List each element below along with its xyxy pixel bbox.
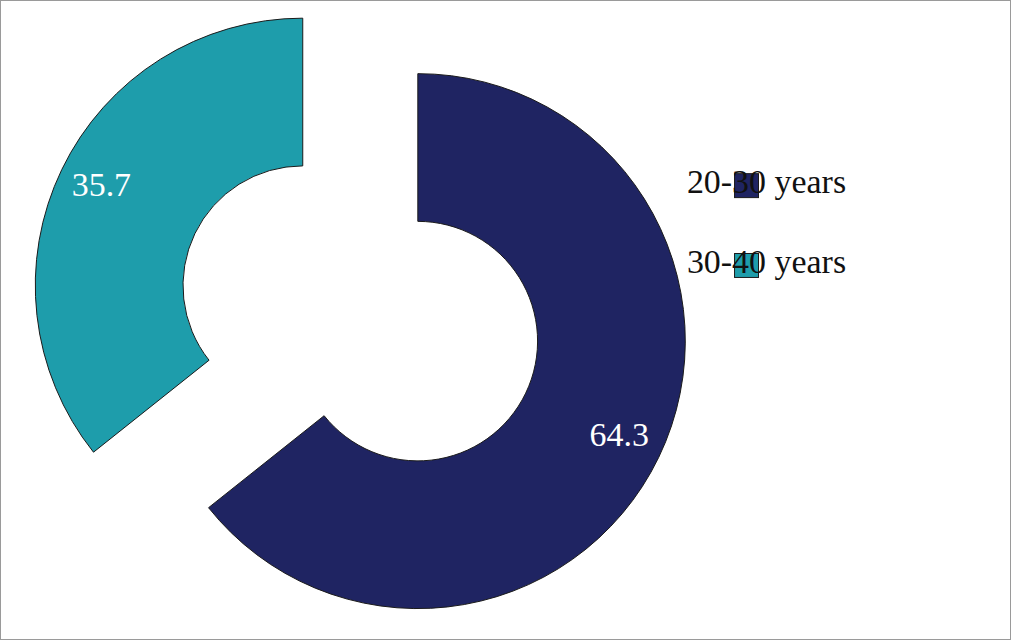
svg-text:35.7: 35.7 xyxy=(72,166,131,203)
svg-text:64.3: 64.3 xyxy=(590,416,649,453)
svg-text:20-30 years: 20-30 years xyxy=(687,163,846,200)
svg-text:30-40 years: 30-40 years xyxy=(687,243,846,280)
